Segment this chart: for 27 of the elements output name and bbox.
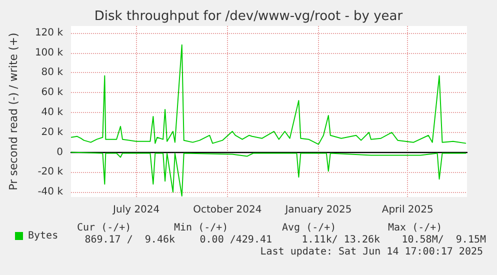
x-tick-label: April 2025 <box>382 204 434 216</box>
y-tick-label: 40 k <box>41 106 64 118</box>
line-series <box>70 44 467 145</box>
text: Cur (-/+) <box>77 222 132 234</box>
y-tick-label: 20 k <box>41 126 64 138</box>
line-series <box>70 152 467 197</box>
text: 10.58M/ 9.15M <box>402 234 486 246</box>
y-tick-label: 120 k <box>34 27 64 38</box>
y-tick-label: 100 k <box>34 47 64 58</box>
y-tick-label: 80 k <box>41 67 64 78</box>
text: 0.00 /429.41 <box>200 234 272 246</box>
y-tick-label: 60 k <box>41 87 64 98</box>
y-tick-label: -40 k <box>38 186 64 198</box>
legend-label: Bytes <box>28 230 58 242</box>
y-tick-label: 0 <box>56 146 63 158</box>
x-tick-label: July 2024 <box>112 204 160 216</box>
text: 1.11k/ 13.26k <box>302 234 380 246</box>
text: Max (-/+) <box>388 222 442 234</box>
x-tick-label: January 2025 <box>284 204 352 216</box>
text: Avg (-/+) <box>282 222 336 234</box>
y-tick-label: -20 k <box>38 166 64 178</box>
x-tick-label: October 2024 <box>193 204 262 216</box>
text: Last update: Sat Jun 14 17:00:17 2025 <box>260 246 484 258</box>
y-axis-title: Pr second read (-) / write (+) <box>7 32 20 190</box>
chart-title: Disk throughput for /dev/www-vg/root - by year <box>94 9 404 24</box>
text: Min (-/+) <box>174 222 228 234</box>
text: 869.17 / 9.46k <box>84 234 176 246</box>
